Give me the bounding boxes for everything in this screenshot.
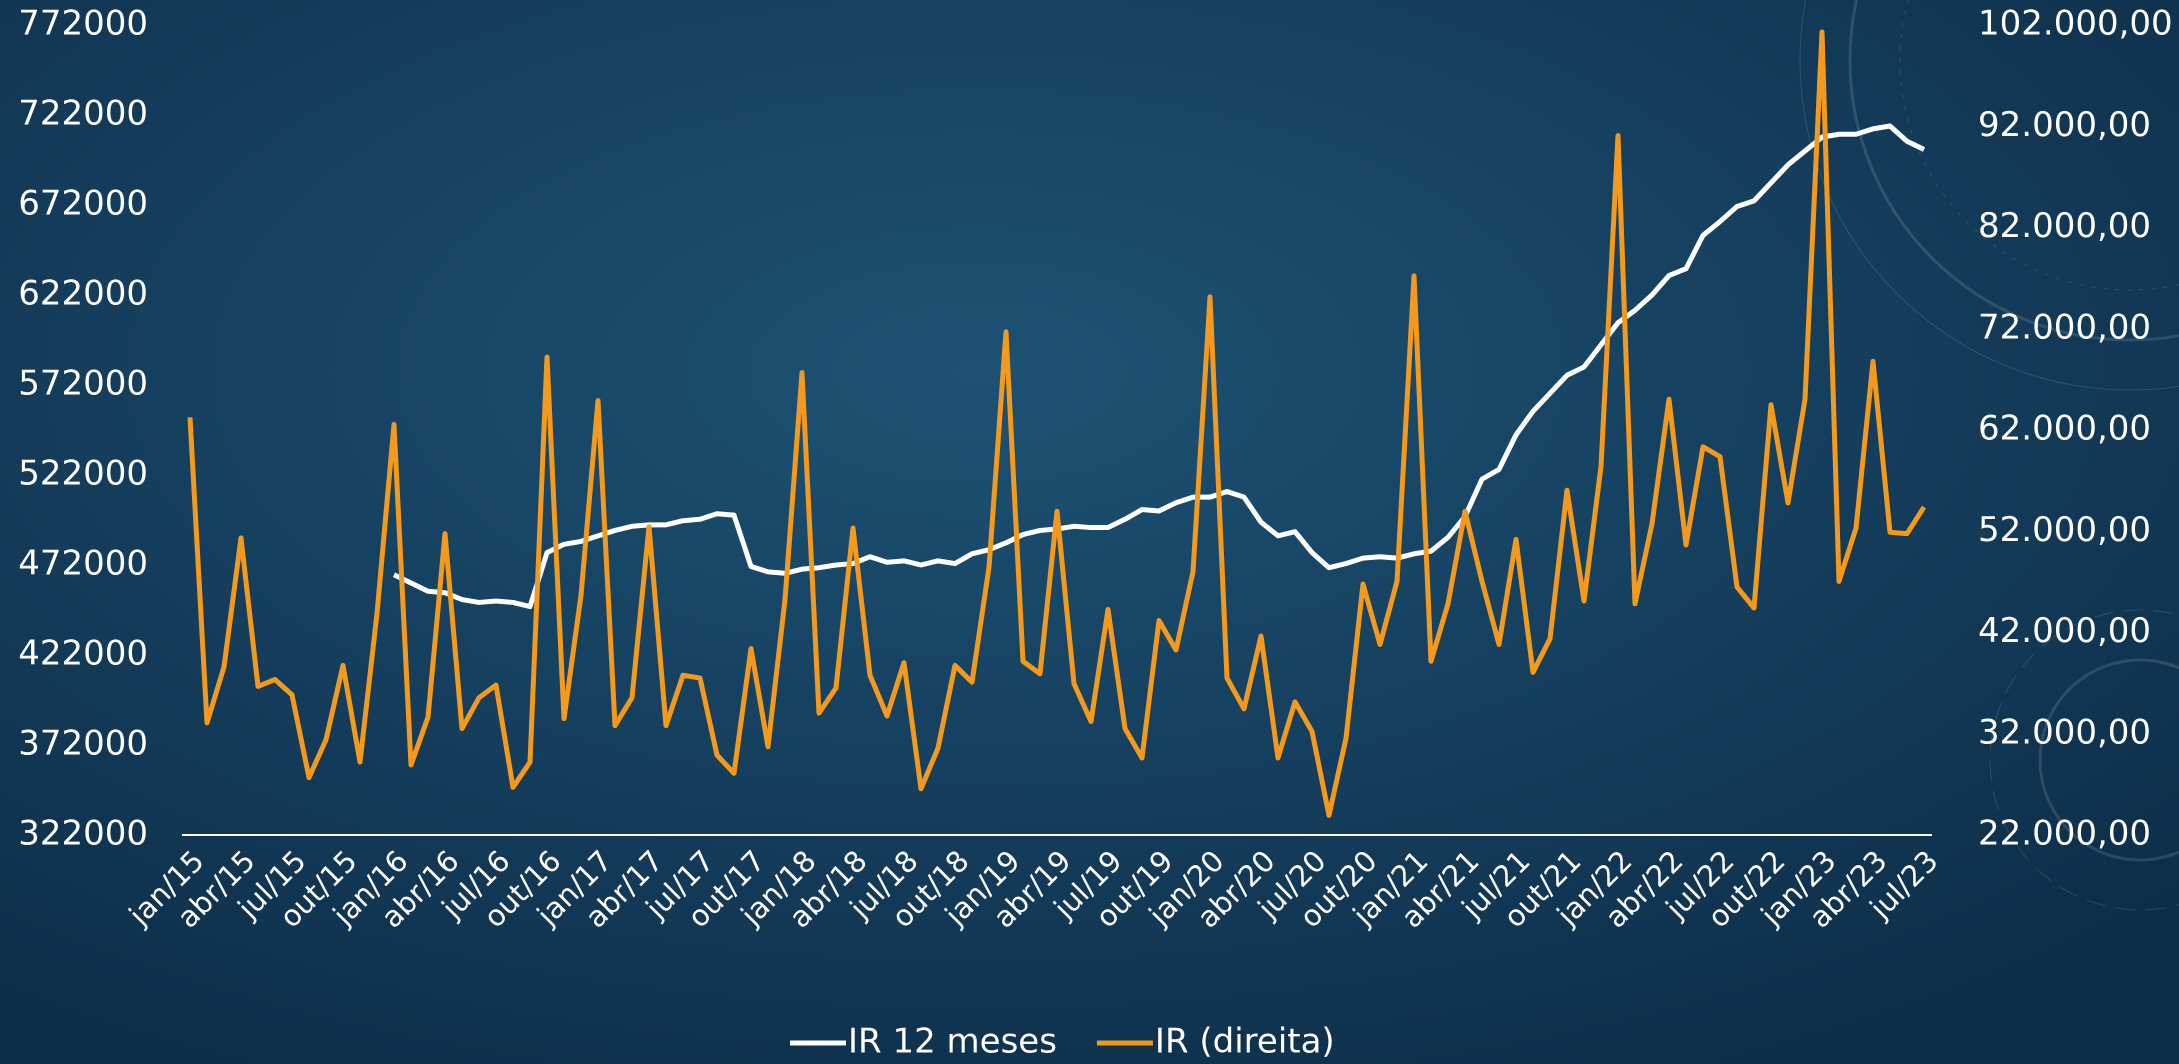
y-tick-label: 522000 xyxy=(18,454,148,494)
y-tick-label: 622000 xyxy=(18,274,148,314)
y-tick-label: 322000 xyxy=(18,814,148,854)
y2-tick-label: 22.000,00 xyxy=(1978,814,2151,854)
y-tick-label: 572000 xyxy=(18,364,148,404)
y-tick-label: 472000 xyxy=(18,544,148,584)
y2-tick-label: 32.000,00 xyxy=(1978,712,2151,752)
y2-tick-label: 102.000,00 xyxy=(1978,4,2173,44)
y2-tick-label: 52.000,00 xyxy=(1978,510,2151,550)
y-tick-label: 722000 xyxy=(18,94,148,134)
y2-tick-label: 72.000,00 xyxy=(1978,307,2151,347)
y-tick-label: 672000 xyxy=(18,184,148,224)
y2-tick-label: 82.000,00 xyxy=(1978,206,2151,246)
legend-label: IR (direita) xyxy=(1155,1022,1335,1062)
series-line xyxy=(187,29,1927,818)
legend: IR 12 meses IR (direita) xyxy=(790,1022,1335,1062)
y2-tick-label: 92.000,00 xyxy=(1978,105,2151,145)
decoration xyxy=(1799,0,2179,911)
y-tick-label: 772000 xyxy=(18,4,148,44)
y2-tick-label: 62.000,00 xyxy=(1978,409,2151,449)
y-tick-label: 422000 xyxy=(18,634,148,674)
legend-label: IR 12 meses xyxy=(848,1022,1057,1062)
y2-tick-label: 42.000,00 xyxy=(1978,611,2151,651)
y-tick-label: 372000 xyxy=(18,724,148,764)
